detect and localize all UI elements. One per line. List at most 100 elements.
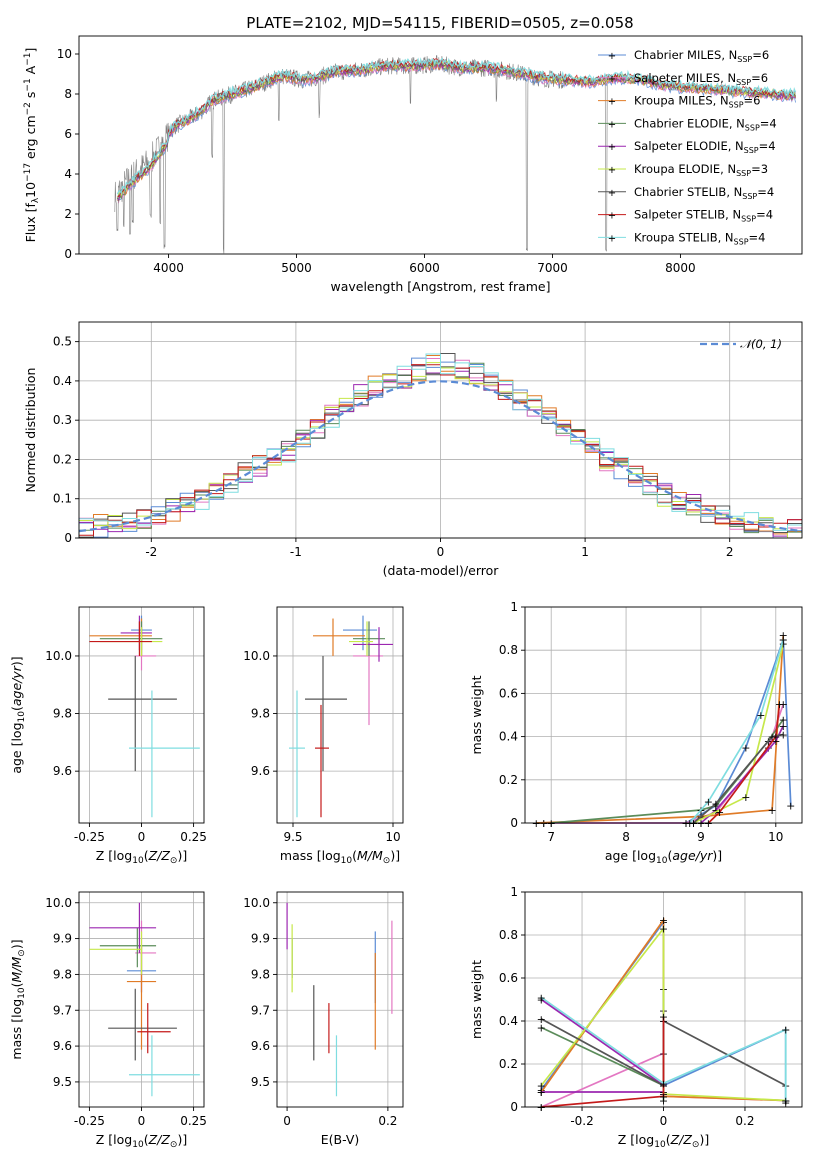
y-tick-label: 1 bbox=[510, 600, 518, 614]
y-tick-label: 10.0 bbox=[45, 896, 72, 910]
y-tick-label: 0.6 bbox=[499, 686, 518, 700]
legend-label-count: =4 bbox=[759, 139, 776, 153]
x-axis-label: Z [log10(Z/Z⊙)] bbox=[96, 848, 187, 866]
plot-frame bbox=[276, 891, 404, 1108]
data-point-marker: + bbox=[696, 817, 705, 830]
x-tick-label: 7000 bbox=[537, 261, 568, 275]
y-tick-label: 10.0 bbox=[45, 649, 72, 663]
x-axis-label: (data-model)/error bbox=[383, 563, 500, 578]
x-axis-label: age [log10(age/yr)] bbox=[605, 848, 722, 866]
plot-frame bbox=[78, 891, 205, 1108]
legend-label-subscript: SSP bbox=[736, 169, 751, 178]
legend-label-text: Salpeter MILES, N bbox=[634, 71, 736, 85]
plot-frame bbox=[78, 35, 803, 255]
legend-label-subscript: SSP bbox=[741, 215, 756, 224]
x-tick-label: -1 bbox=[290, 545, 302, 559]
series-line bbox=[693, 643, 785, 824]
y-axis-label: mass [log10(M/M⊙)] bbox=[9, 939, 27, 1059]
data-point-marker: + bbox=[711, 804, 720, 817]
data-point-marker: + bbox=[659, 1077, 668, 1090]
legend-label-count: =4 bbox=[756, 208, 773, 222]
data-point-marker: + bbox=[547, 817, 556, 830]
x-tick-label: 0 bbox=[138, 830, 146, 844]
y-tick-label: 9.6 bbox=[251, 1039, 270, 1053]
y-tick-label: 0.2 bbox=[499, 773, 518, 787]
data-point-marker: + bbox=[704, 795, 713, 808]
legend-label-text: Salpeter STELIB, N bbox=[634, 208, 741, 222]
y-tick-label: 9.6 bbox=[53, 764, 72, 778]
data-point-marker: + bbox=[781, 1024, 790, 1037]
data-point-marker: + bbox=[781, 1095, 790, 1108]
legend-label: Chabrier ELODIE, NSSP=4 bbox=[634, 116, 777, 132]
y-tick-label: 0 bbox=[64, 531, 72, 545]
age-vs-metallicity-panel: -0.25 0 0.25 9.6 9.8 10.0 Z [log10(Z/Z⊙)] age [… bbox=[9, 606, 207, 866]
legend-label: Salpeter STELIB, NSSP=4 bbox=[634, 208, 773, 224]
x-tick-label: -0.2 bbox=[570, 1114, 593, 1128]
spectrum-panel: 4000 5000 6000 7000 8000 0 2 4 6 8 10 wavelength [A… bbox=[23, 35, 803, 294]
y-tick-label: 6 bbox=[64, 127, 72, 141]
legend-label-subscript: SSP bbox=[742, 192, 757, 201]
legend-label-count: =4 bbox=[760, 116, 777, 130]
y-tick-label: 0.1 bbox=[53, 492, 72, 506]
y-tick-label: 0.5 bbox=[53, 335, 72, 349]
data-point-marker: + bbox=[711, 800, 720, 813]
x-axis-label: Z [log10(Z/Z⊙)] bbox=[618, 1132, 709, 1150]
data-point-marker: + bbox=[711, 798, 720, 811]
plot-frame bbox=[276, 606, 404, 824]
series-line bbox=[540, 926, 786, 1102]
legend-marker: + bbox=[608, 74, 616, 85]
data-point-marker: + bbox=[537, 1101, 546, 1114]
y-axis-label: Normed distribution bbox=[23, 368, 38, 493]
legend-label-count: =6 bbox=[752, 48, 769, 62]
data-point-marker: + bbox=[771, 735, 780, 748]
y-tick-label: 10.0 bbox=[243, 649, 270, 663]
x-axis-label: wavelength [Angstrom, rest frame] bbox=[330, 279, 550, 294]
spectrum-title: PLATE=2102, MJD=54115, FIBERID=0505, z=0… bbox=[246, 14, 633, 32]
legend-label-text: Kroupa STELIB, N bbox=[634, 230, 734, 244]
legend-label-subscript: SSP bbox=[729, 101, 744, 110]
y-tick-label: 9.9 bbox=[53, 932, 72, 946]
series-line bbox=[543, 639, 792, 824]
plot-frame bbox=[524, 606, 803, 824]
legend-label: Kroupa MILES, NSSP=6 bbox=[634, 94, 760, 110]
legend-label-text: Kroupa MILES, N bbox=[634, 94, 729, 108]
y-tick-label: 9.6 bbox=[53, 1039, 72, 1053]
y-tick-label: 0.2 bbox=[499, 1057, 518, 1071]
legend-label-count: =3 bbox=[751, 162, 768, 176]
legend-label-text: Chabrier ELODIE, N bbox=[634, 116, 745, 130]
data-point-marker: + bbox=[537, 1021, 546, 1034]
plot-frame bbox=[524, 891, 803, 1108]
data-point-marker: + bbox=[779, 633, 788, 646]
x-tick-label: 2 bbox=[726, 545, 734, 559]
y-tick-label: 9.8 bbox=[251, 707, 270, 721]
data-point-marker: + bbox=[741, 791, 750, 804]
legend-label-text: Salpeter ELODIE, N bbox=[634, 139, 744, 153]
y-tick-label: 8 bbox=[64, 87, 72, 101]
x-tick-label: 5000 bbox=[281, 261, 312, 275]
data-point-marker: + bbox=[537, 1086, 546, 1099]
legend-label-text: Chabrier STELIB, N bbox=[634, 185, 742, 199]
x-tick-label: -2 bbox=[145, 545, 157, 559]
data-point-marker: + bbox=[659, 1090, 668, 1103]
y-tick-label: 10 bbox=[57, 47, 72, 61]
data-point-marker: + bbox=[659, 914, 668, 927]
legend-marker: + bbox=[608, 119, 616, 130]
data-point-marker: + bbox=[537, 1084, 546, 1097]
legend-marker: + bbox=[608, 97, 616, 108]
legend-marker: + bbox=[608, 142, 616, 153]
age-vs-mass-panel: 9.5 10 9.6 9.8 10.0 mass [log10(M/M⊙)] bbox=[243, 606, 404, 866]
series-line bbox=[540, 996, 787, 1101]
legend-label: 𝒩(0, 1) bbox=[740, 337, 782, 351]
y-tick-label: 9.5 bbox=[251, 1075, 270, 1089]
y-axis-label: mass weight bbox=[469, 960, 484, 1039]
data-point-marker: + bbox=[781, 1095, 790, 1108]
y-tick-label: 0 bbox=[510, 816, 518, 830]
legend-label-text: Chabrier MILES, N bbox=[634, 48, 737, 62]
series-line bbox=[692, 733, 784, 824]
legend-label: Chabrier STELIB, NSSP=4 bbox=[634, 185, 774, 201]
data-point-marker: + bbox=[786, 800, 795, 813]
x-tick-label: 0.2 bbox=[735, 1114, 754, 1128]
x-tick-label: 7 bbox=[547, 830, 555, 844]
legend-label: Chabrier MILES, NSSP=6 bbox=[634, 48, 769, 64]
